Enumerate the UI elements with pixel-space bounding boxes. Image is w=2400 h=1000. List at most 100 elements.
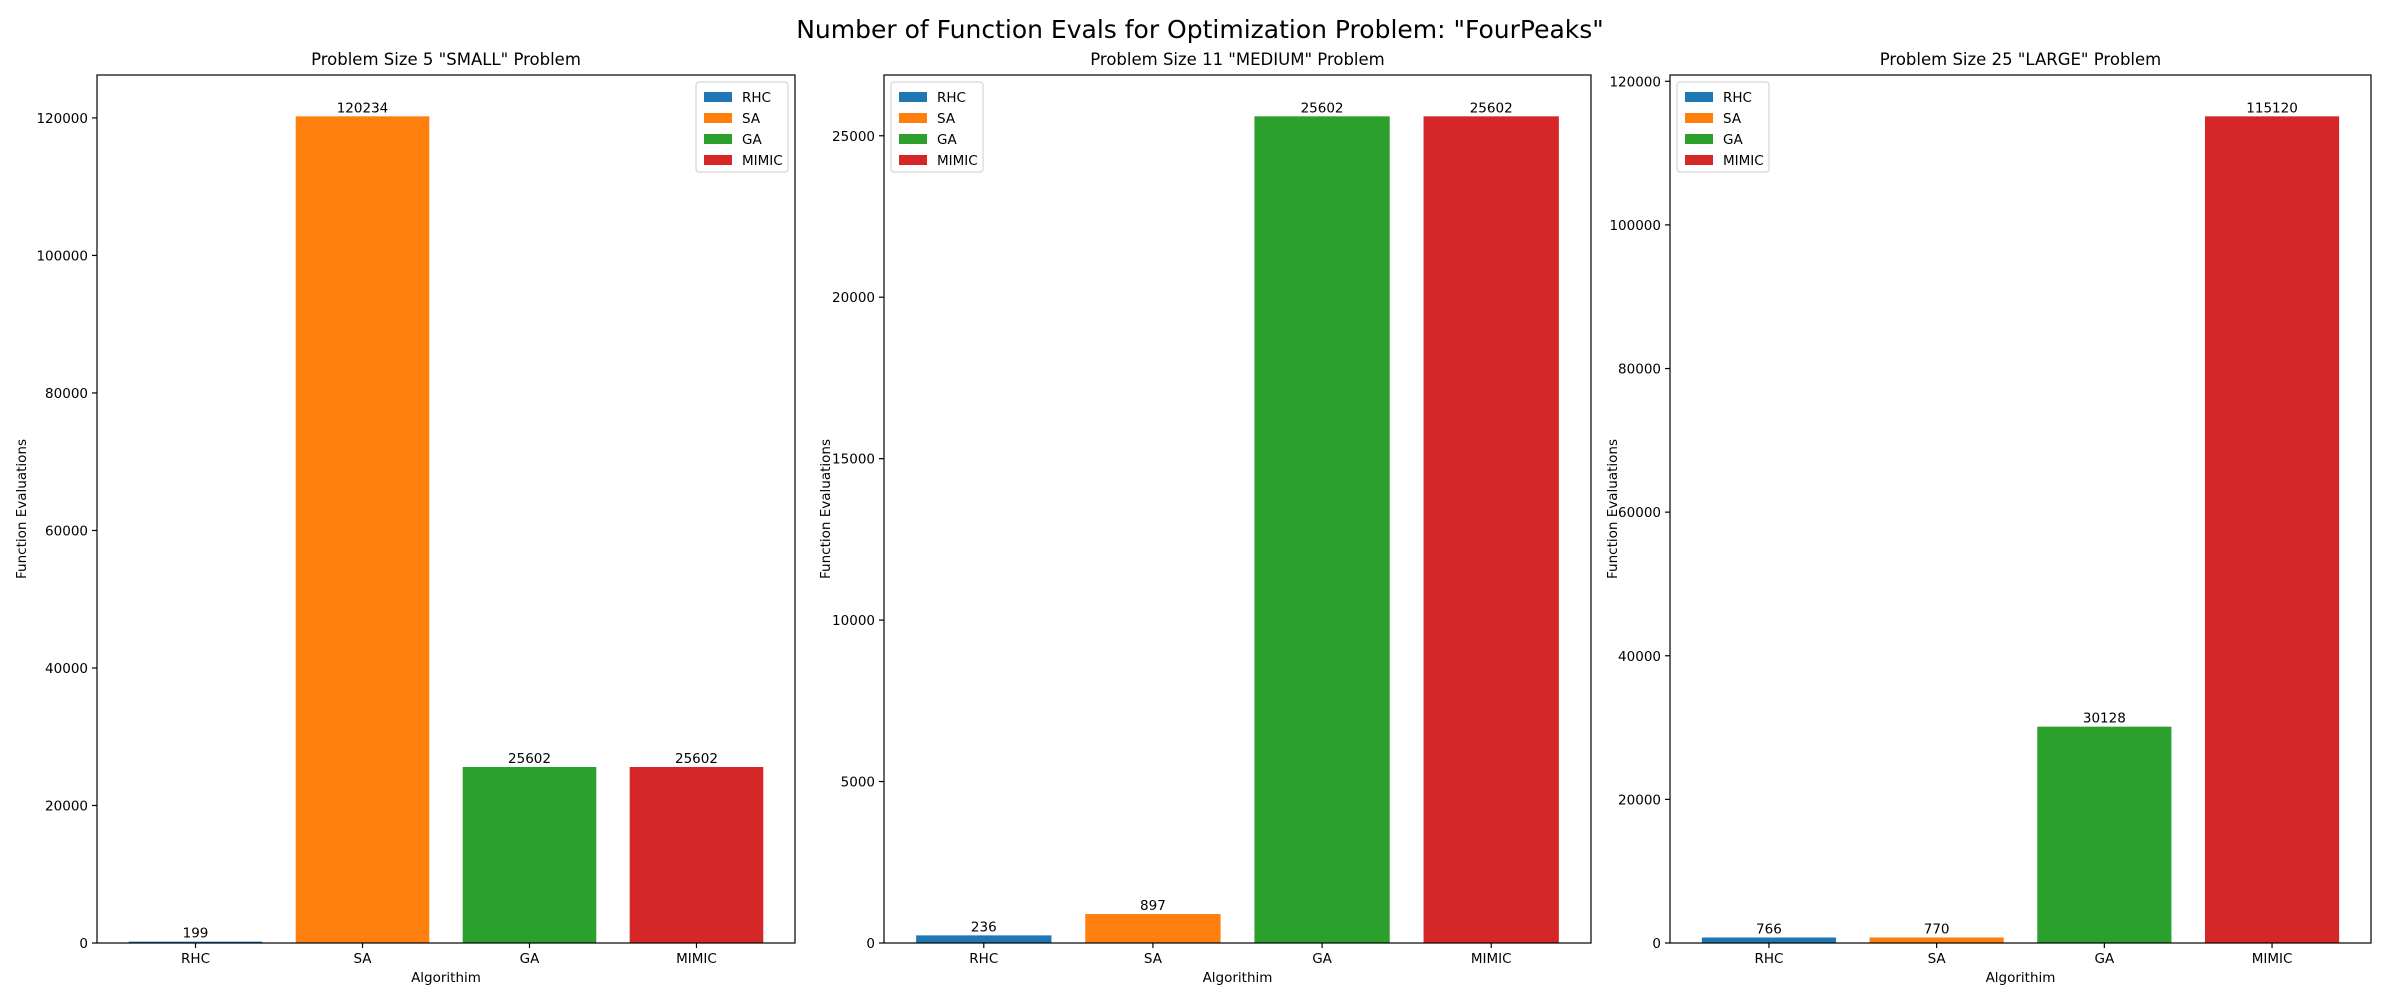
x-tick-label-sa: SA	[1144, 951, 1163, 967]
legend: RHC SA GA MIMIC	[695, 81, 789, 173]
y-tick-label: 20000	[832, 290, 875, 306]
data-label-ga: 30128	[2083, 711, 2126, 727]
legend-label-mimic: MIMIC	[937, 153, 978, 169]
x-axis-label: Algorithim	[411, 970, 481, 986]
chart-title: Problem Size 25 "LARGE" Problem	[1880, 50, 2161, 69]
bar-rhc	[128, 941, 263, 943]
data-label-sa: 897	[1140, 898, 1166, 914]
x-tick-label-ga: GA	[1312, 951, 1332, 967]
bar-rhc	[916, 935, 1052, 943]
x-tick-label-sa: SA	[353, 951, 372, 967]
legend-swatch-ga	[704, 134, 732, 144]
y-tick-label: 80000	[45, 386, 88, 402]
y-tick-label: 80000	[1618, 362, 1661, 378]
y-tick-label: 40000	[1618, 649, 1661, 665]
y-tick-label: 0	[1652, 936, 1661, 952]
bar-sa	[1085, 914, 1221, 943]
legend-swatch-ga	[899, 134, 927, 144]
y-tick-label: 0	[79, 936, 88, 952]
chart-title: Problem Size 5 "SMALL" Problem	[311, 50, 581, 69]
legend-label-ga: GA	[1723, 132, 1743, 148]
legend-swatch-ga	[1685, 134, 1713, 144]
chart-title: Problem Size 11 "MEDIUM" Problem	[1090, 50, 1385, 69]
legend-label-ga: GA	[937, 132, 957, 148]
data-label-sa: 770	[1924, 921, 1950, 937]
y-tick-label: 120000	[1609, 74, 1661, 90]
data-label-mimic: 25602	[1470, 100, 1513, 116]
y-tick-label: 60000	[1618, 505, 1661, 521]
legend-swatch-sa	[899, 113, 927, 123]
bar-mimic	[629, 766, 764, 943]
data-label-rhc: 766	[1756, 921, 1782, 937]
y-tick-label: 120000	[36, 111, 88, 127]
y-tick-label: 5000	[841, 775, 875, 791]
bar-ga	[462, 766, 597, 943]
x-tick-label-ga: GA	[520, 951, 540, 967]
x-tick-label-mimic: MIMIC	[1471, 951, 1512, 967]
y-tick-label: 15000	[832, 452, 875, 468]
y-tick-label: 100000	[1609, 218, 1661, 234]
bar-ga	[2037, 726, 2172, 943]
data-label-ga: 25602	[508, 751, 551, 767]
figure-title: Number of Function Evals for Optimizatio…	[796, 15, 1604, 44]
bar-rhc	[1701, 937, 1837, 943]
y-axis-label: Function Evaluations	[818, 439, 834, 579]
axes-frame	[96, 74, 796, 944]
chart-panel-2: Problem Size 11 "MEDIUM" Problem 236 RHC 89…	[818, 50, 1592, 986]
bar-mimic	[1423, 116, 1559, 943]
legend-label-sa: SA	[1723, 111, 1742, 127]
x-axis-label: Algorithim	[1203, 970, 1273, 986]
x-tick-label-rhc: RHC	[969, 951, 998, 967]
y-tick-label: 20000	[1618, 792, 1661, 808]
legend-swatch-rhc	[1685, 92, 1713, 102]
legend-box	[890, 81, 984, 173]
bar-mimic	[2204, 116, 2340, 944]
legend-label-ga: GA	[742, 132, 762, 148]
axes-frame	[1669, 74, 2372, 944]
y-tick-label: 20000	[45, 798, 88, 814]
legend-box	[695, 81, 789, 173]
x-axis-label: Algorithim	[1986, 970, 2056, 986]
y-axis-label: Function Evaluations	[1605, 439, 1621, 579]
x-tick-label-mimic: MIMIC	[2252, 951, 2293, 967]
data-label-sa: 120234	[337, 100, 389, 116]
legend-label-mimic: MIMIC	[1723, 153, 1764, 169]
chart-panel-3: Problem Size 25 "LARGE" Problem 766 RHC 770…	[1605, 50, 2372, 986]
y-axis-label: Function Evaluations	[14, 439, 30, 579]
legend-label-rhc: RHC	[937, 90, 966, 106]
legend-swatch-mimic	[704, 155, 732, 165]
y-tick-label: 40000	[45, 661, 88, 677]
chart-panel-1: Problem Size 5 "SMALL" Problem 199 RHC 1202…	[14, 50, 796, 986]
data-label-ga: 25602	[1301, 100, 1344, 116]
legend-swatch-mimic	[899, 155, 927, 165]
y-tick-label: 100000	[36, 248, 88, 264]
legend-label-sa: SA	[937, 111, 956, 127]
bar-sa	[295, 116, 430, 944]
x-tick-label-ga: GA	[2095, 951, 2115, 967]
data-label-mimic: 25602	[675, 751, 718, 767]
bar-ga	[1254, 116, 1390, 943]
legend-swatch-rhc	[704, 92, 732, 102]
y-tick-label: 0	[866, 936, 875, 952]
bar-sa	[1869, 937, 2004, 943]
data-label-rhc: 236	[971, 919, 997, 935]
x-tick-label-sa: SA	[1928, 951, 1947, 967]
legend: RHC SA GA MIMIC	[1676, 81, 1770, 173]
data-label-rhc: 199	[183, 926, 209, 942]
chart-panels: Problem Size 5 "SMALL" Problem 199 RHC 1202…	[14, 50, 2372, 986]
y-tick-label: 60000	[45, 523, 88, 539]
legend-label-rhc: RHC	[1723, 90, 1752, 106]
legend-label-sa: SA	[742, 111, 761, 127]
x-tick-label-rhc: RHC	[1754, 951, 1783, 967]
legend-swatch-sa	[1685, 113, 1713, 123]
legend-swatch-mimic	[1685, 155, 1713, 165]
x-tick-label-mimic: MIMIC	[676, 951, 717, 967]
legend-box	[1676, 81, 1770, 173]
x-tick-label-rhc: RHC	[181, 951, 210, 967]
y-tick-label: 25000	[832, 129, 875, 145]
y-tick-label: 10000	[832, 613, 875, 629]
legend-swatch-rhc	[899, 92, 927, 102]
legend-label-mimic: MIMIC	[742, 153, 783, 169]
